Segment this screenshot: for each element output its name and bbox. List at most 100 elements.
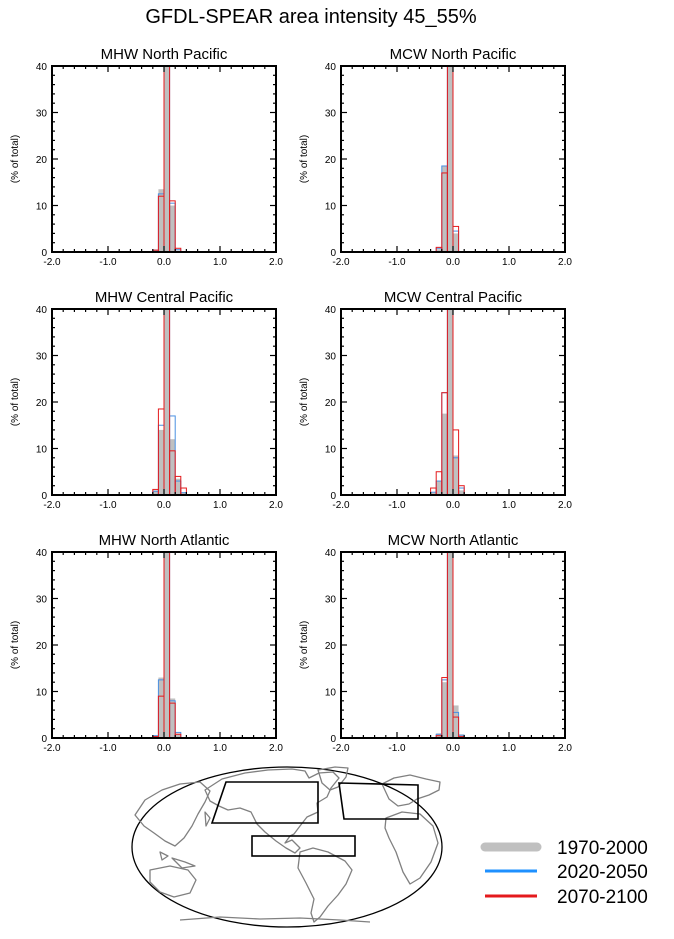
x-tick-label: 0.0 [446,257,460,268]
x-tick-label: -1.0 [99,743,117,754]
x-tick-label: 1.0 [213,257,227,268]
x-tick-label: -2.0 [43,743,61,754]
map-outline [131,766,443,928]
bar-1970-2000 [441,165,448,252]
land-antarctica [179,916,371,923]
legend-label: 1970-2000 [557,838,648,859]
x-tick-label: -1.0 [99,257,117,268]
x-tick-label: -1.0 [388,257,406,268]
figure-title: GFDL-SPEAR area intensity 45_55% [145,6,477,28]
histogram-panel: MCW North Atlantic -2.0 -1.0 0.0 1.0 2.0 0 10 20… [299,532,572,754]
histogram-panel: MCW Central Pacific -2.0 -1.0 0.0 1.0 2.0 0 10 2… [299,289,572,511]
y-tick-label: 40 [325,305,337,316]
x-tick-label: 2.0 [558,500,572,511]
legend: 1970-2000 2020-2050 2070-2100 [480,838,648,908]
bar-1970-2000 [436,249,442,252]
y-tick-label: 0 [41,491,47,502]
panel-title: MCW North Pacific [390,46,517,63]
bar-1970-2000 [164,552,170,738]
legend-label: 2070-2100 [557,887,648,908]
histogram-panel: MCW North Pacific -2.0 -1.0 0.0 1.0 2.0 0 10 20 3… [299,46,572,268]
bar-1970-2000 [164,309,170,495]
x-tick-label: 1.0 [502,743,516,754]
bar-1970-2000 [175,733,181,738]
x-tick-label: 1.0 [502,500,516,511]
region-box-north-pacific [210,781,319,824]
bar-1970-2000 [158,189,164,252]
legend-item: 1970-2000 [480,838,648,859]
bar-1970-2000 [447,66,453,252]
region-box-central-pacific [251,835,356,857]
y-tick-label: 40 [36,305,48,316]
y-tick-label: 10 [36,202,48,213]
x-tick-label: 0.0 [157,257,171,268]
y-tick-label: 20 [325,155,337,166]
y-axis-label: (% of total) [10,135,21,183]
panel-title: MCW Central Pacific [384,289,523,306]
bar-1970-2000 [441,413,448,495]
bar-1970-2000 [180,492,187,495]
panel-title: MCW North Atlantic [388,532,519,549]
x-tick-label: -1.0 [388,500,406,511]
y-tick-label: 0 [330,734,336,745]
land-australia [149,865,197,898]
x-tick-label: 1.0 [213,500,227,511]
y-tick-label: 0 [41,248,47,259]
bar-1970-2000 [453,455,459,495]
bar-1970-2000 [158,677,164,738]
y-tick-label: 10 [325,445,337,456]
land-north-america [204,768,340,854]
bar-1970-2000 [447,309,453,495]
y-axis-label: (% of total) [299,135,310,183]
y-axis-label: (% of total) [10,621,21,669]
y-axis-label: (% of total) [299,621,310,669]
x-tick-label: -2.0 [43,500,61,511]
legend-label: 2020-2050 [557,862,648,883]
bar-1970-2000 [453,233,459,252]
histogram-panel: MHW Central Pacific -2.0 -1.0 0.0 1.0 2.0 0 10 2… [10,289,283,511]
bar-1970-2000 [152,249,159,252]
bar-1970-2000 [430,492,437,495]
x-tick-label: 1.0 [502,257,516,268]
x-tick-label: 0.0 [446,500,460,511]
x-tick-label: 1.0 [213,743,227,754]
y-tick-label: 30 [36,109,48,120]
x-tick-label: -2.0 [332,257,350,268]
bar-1970-2000 [447,552,453,738]
x-tick-label: -2.0 [332,500,350,511]
bar-1970-2000 [169,698,176,738]
y-tick-label: 20 [36,398,48,409]
land-south-america [297,847,353,923]
x-tick-label: 2.0 [269,743,283,754]
y-tick-label: 40 [36,62,48,73]
land-greenland [317,766,349,791]
y-tick-label: 30 [325,109,337,120]
x-tick-label: 0.0 [157,743,171,754]
histogram-panels: MHW North Pacific -2.0 -1.0 0.0 1.0 2.0 0 10 20 3… [10,46,572,754]
histogram-panel: MHW North Pacific -2.0 -1.0 0.0 1.0 2.0 0 10 20 3… [10,46,283,268]
land-europe [381,774,441,807]
y-tick-label: 10 [325,202,337,213]
histogram-panel: MHW North Atlantic -2.0 -1.0 0.0 1.0 2.0 0 10 20… [10,532,283,754]
x-tick-label: 2.0 [558,743,572,754]
y-tick-label: 30 [36,595,48,606]
bar-1970-2000 [164,66,170,252]
x-tick-label: 2.0 [269,257,283,268]
x-tick-label: -2.0 [43,257,61,268]
y-axis-label: (% of total) [299,378,310,426]
x-tick-label: -2.0 [332,743,350,754]
region-box-north-atlantic [338,782,419,820]
x-tick-label: 2.0 [269,500,283,511]
x-tick-label: 2.0 [558,257,572,268]
panel-title: MHW North Pacific [101,46,228,63]
y-tick-label: 30 [325,595,337,606]
bar-1970-2000 [169,439,176,495]
y-tick-label: 30 [36,352,48,363]
bar-1970-2000 [175,478,181,495]
bar-1970-2000 [158,429,164,495]
bar-1970-2000 [436,481,442,495]
y-tick-label: 20 [36,155,48,166]
bar-1970-2000 [152,490,159,495]
y-tick-label: 40 [36,548,48,559]
